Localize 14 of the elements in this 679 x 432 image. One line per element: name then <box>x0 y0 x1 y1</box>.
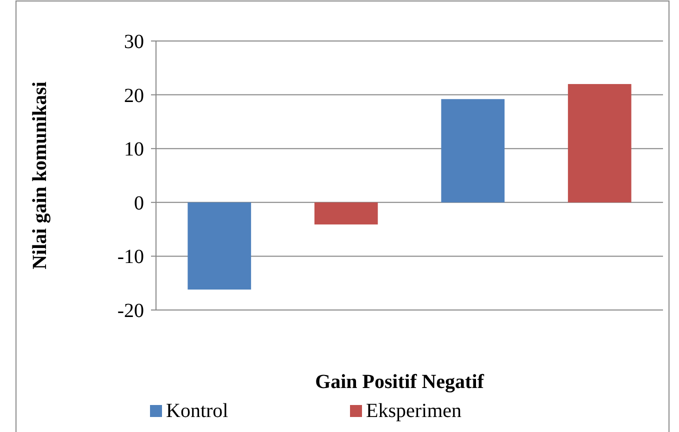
y-tick-label: 30 <box>124 31 144 53</box>
bar <box>314 202 378 224</box>
x-axis-title: Gain Positif Negatif <box>315 371 484 393</box>
y-tick-label: 0 <box>134 192 144 214</box>
y-tick-label: -20 <box>117 300 144 322</box>
y-tick-label: -10 <box>117 246 144 268</box>
y-tick-label: 20 <box>124 84 144 107</box>
legend-label: Kontrol <box>166 400 229 422</box>
y-axis-title: Nilai gain komunikasi <box>29 81 51 270</box>
bar <box>441 99 505 202</box>
legend-label: Eksperimen <box>366 400 462 422</box>
bar <box>568 84 632 202</box>
y-tick-label: 10 <box>124 138 144 161</box>
bar <box>188 202 252 290</box>
